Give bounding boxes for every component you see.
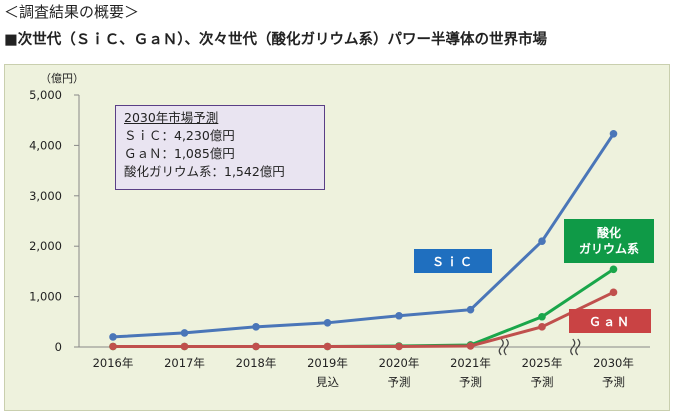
data-point-sic <box>109 333 117 341</box>
data-point-oxide <box>609 265 618 274</box>
callout-line-gan: ＧａＮ：1,085億円 <box>124 146 235 161</box>
x-tick-sublabel: 見込 <box>316 375 339 389</box>
series-line-oxide <box>113 268 615 348</box>
legend-tag-oxide-line1: 酸化 <box>596 226 621 240</box>
data-point-sic <box>609 130 618 138</box>
series-line-gan <box>113 290 615 348</box>
legend-tag-gan: ＧａＮ <box>569 309 651 333</box>
data-point-sic <box>538 237 546 245</box>
x-tick-label: 2025年 <box>522 356 563 370</box>
x-tick-label: 2030年 <box>593 356 634 370</box>
axis-break-mark <box>503 338 509 356</box>
data-point-sic <box>395 311 403 320</box>
x-tick-label: 2019年 <box>307 356 348 370</box>
data-point-gan <box>609 288 618 297</box>
data-point-gan <box>323 342 332 351</box>
callout-line-oxide: 酸化ガリウム系：1,542億円 <box>124 164 285 179</box>
legend-tag-sic: ＳｉＣ <box>414 249 492 273</box>
y-tick-label: 4,000 <box>29 138 62 152</box>
page-heading: ＜調査結果の概要＞ <box>4 3 140 21</box>
x-tick-sublabel: 予測 <box>602 375 625 389</box>
data-point-sic <box>466 305 475 314</box>
callout-title: 2030年市場予測 <box>124 110 219 125</box>
x-tick-sublabel: 予測 <box>531 375 554 389</box>
y-axis-label: （億円） <box>40 72 84 85</box>
axis-break-mark <box>575 338 581 356</box>
x-tick-label: 2020年 <box>379 356 420 370</box>
x-tick-label: 2016年 <box>93 356 134 370</box>
chart-title: ■次世代（ＳｉＣ、ＧａＮ）、次々世代（酸化ガリウム系）パワー半導体の世界市場 <box>4 32 547 48</box>
axis-break-mark <box>498 338 504 356</box>
data-point-oxide <box>538 312 546 321</box>
legend-tag-oxide: 酸化 ガリウム系 <box>564 219 654 263</box>
data-point-gan <box>538 323 546 331</box>
callout-line-sic: ＳｉＣ：4,230億円 <box>124 128 235 143</box>
y-tick-label: 3,000 <box>29 189 62 203</box>
y-tick-label: 5,000 <box>29 88 62 102</box>
series-line-sic <box>112 132 615 339</box>
x-tick-sublabel: 予測 <box>459 375 482 389</box>
data-point-sic <box>180 329 189 337</box>
x-tick-sublabel: 予測 <box>388 375 411 389</box>
data-point-gan <box>252 342 260 351</box>
data-point-sic <box>252 323 260 331</box>
forecast-callout: 2030年市場予測 ＳｉＣ：4,230億円 ＧａＮ：1,085億円 酸化ガリウム… <box>115 105 325 190</box>
data-point-gan <box>180 342 189 351</box>
x-tick-label: 2018年 <box>236 356 277 370</box>
x-tick-label: 2021年 <box>450 356 491 370</box>
data-point-gan <box>466 342 475 350</box>
y-tick-label: 0 <box>55 340 62 354</box>
y-tick-label: 2,000 <box>29 239 62 253</box>
data-point-sic <box>323 319 332 327</box>
data-point-gan <box>395 342 403 351</box>
axis-break-mark <box>570 338 576 356</box>
y-tick-label: 1,000 <box>29 290 62 304</box>
data-point-gan <box>109 342 117 351</box>
legend-tag-oxide-line2: ガリウム系 <box>578 242 639 256</box>
x-tick-label: 2017年 <box>164 356 205 370</box>
